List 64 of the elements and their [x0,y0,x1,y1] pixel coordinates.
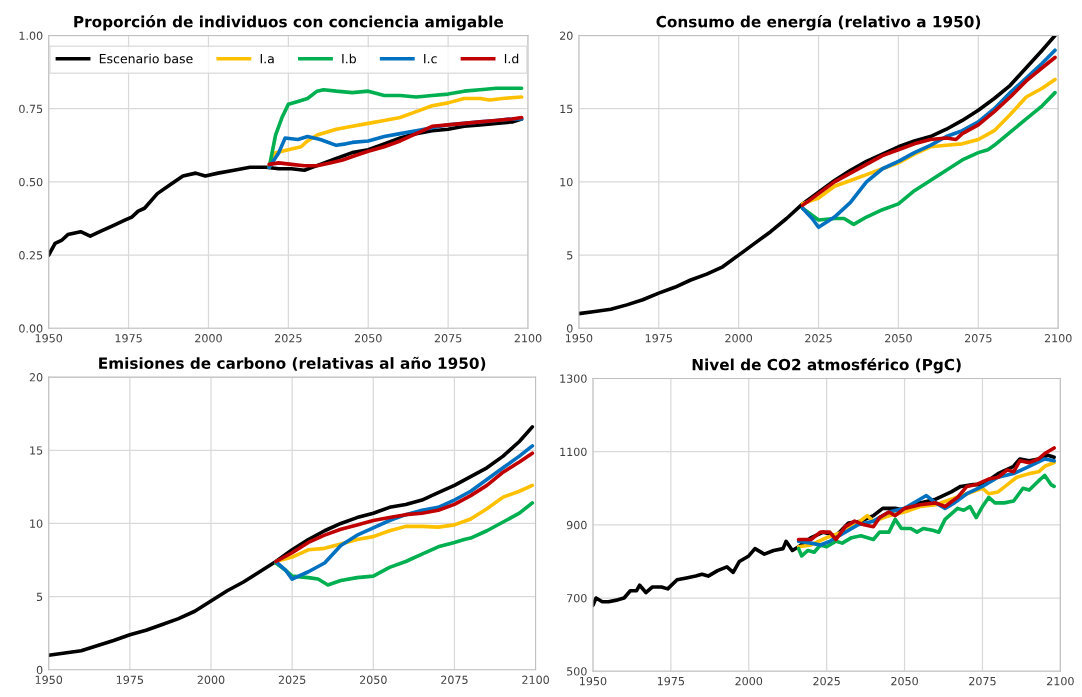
x-tick-label: 2025 [813,676,840,686]
x-tick-label: 2100 [522,675,549,684]
legend-label: I.d [504,53,519,64]
y-tick-label: 0.75 [19,104,43,114]
x-tick-label: 1975 [116,675,144,684]
y-tick-label: 0.00 [19,324,43,333]
x-tick-label: 2025 [278,675,306,684]
y-tick-label: 20 [29,373,43,382]
x-tick-label: 2100 [514,334,542,343]
x-tick-label: 2050 [891,676,918,686]
y-tick-label: 1300 [560,374,587,383]
y-tick-label: 1100 [560,447,587,457]
x-tick-label: 2000 [735,676,763,686]
y-tick-label: 5 [36,592,43,602]
y-tick-label: 15 [560,104,573,114]
line-series [274,444,535,581]
chart-title: Proporción de individuos con conciencia amigable [74,14,504,31]
x-tick-label: 1950 [35,334,63,343]
line-series [796,473,1056,558]
y-tick-label: 500 [567,667,587,676]
y-tick-label: 900 [566,520,587,530]
legend-label: Escenario base [99,53,193,64]
x-tick-label: 2075 [441,675,468,684]
y-tick-label: 20 [559,31,573,40]
chart-title: Emisiones de carbono (relativas al año 1950) [99,356,486,371]
x-tick-label: 2075 [434,334,462,343]
x-tick-label: 2100 [1044,334,1072,343]
legend-label: I.c [424,54,437,64]
x-tick-label: 1950 [35,675,63,684]
x-tick-label: 2050 [359,675,387,684]
y-tick-label: 0.25 [19,251,43,260]
line-series [796,446,1056,542]
y-tick-label: 700 [567,594,587,603]
x-tick-label: 2050 [354,334,382,343]
y-tick-label: 10 [560,177,573,187]
legend-label: I.a [260,54,274,64]
line-series [274,451,535,564]
x-tick-label: 1950 [580,676,607,686]
x-tick-label: 2000 [197,675,225,684]
legend-label: I.b [342,53,356,64]
x-tick-label: 1975 [645,334,672,343]
x-tick-label: 2075 [969,676,996,686]
line-series [48,425,535,657]
y-tick-label: 5 [567,251,573,260]
x-tick-label: 2000 [725,334,753,343]
y-tick-label: 0.50 [19,177,43,187]
chart-title: Nivel de CO2 atmosférico (PgC) [692,357,961,374]
x-tick-label: 1975 [657,676,685,686]
chart-title: Consumo de energía (relativo a 1950) [656,14,981,31]
y-tick-label: 1.00 [19,31,43,40]
line-series [800,55,1057,208]
x-tick-label: 2100 [1047,676,1074,686]
x-tick-label: 2025 [805,334,832,343]
x-tick-label: 1975 [115,334,142,343]
x-tick-label: 2075 [964,334,992,343]
y-tick-label: 15 [30,446,43,455]
line-series [800,48,1057,230]
x-tick-label: 2000 [195,334,222,343]
x-tick-label: 2050 [885,334,912,343]
x-tick-label: 1950 [565,334,593,343]
y-tick-label: 10 [30,519,43,528]
y-tick-label: 0 [566,324,573,333]
x-tick-label: 2025 [275,334,302,343]
y-tick-label: 0 [36,665,43,675]
